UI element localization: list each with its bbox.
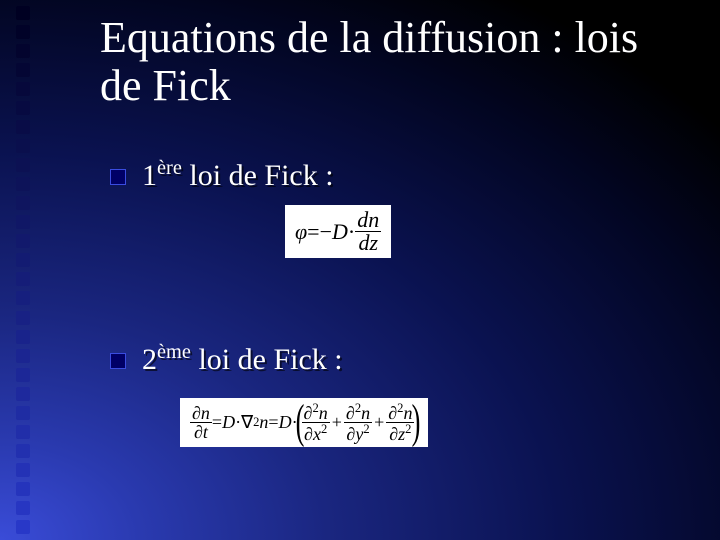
term-z: ∂2n ∂z2 <box>386 402 414 443</box>
list-item: 2ème loi de Fick : <box>110 340 690 378</box>
ordinal-sup: ère <box>157 157 182 179</box>
decor-square <box>16 387 30 401</box>
plus2: + <box>372 412 386 433</box>
decor-square <box>16 63 30 77</box>
decor-square <box>16 25 30 39</box>
bullet-text: 2ème loi de Fick : <box>142 340 343 378</box>
frac-den: dz <box>355 232 381 254</box>
decor-square <box>16 6 30 20</box>
equals-minus: =− <box>307 219 332 245</box>
decor-square <box>16 501 30 515</box>
decor-square <box>16 139 30 153</box>
decor-square <box>16 520 30 534</box>
equation-1: φ =− D · dn dz <box>285 205 391 258</box>
fraction: dn dz <box>355 209 381 254</box>
bullet-text: 1ère loi de Fick : <box>142 156 334 194</box>
term-y: ∂2n ∂y2 <box>344 402 372 443</box>
term-x: ∂2n ∂x2 <box>302 402 330 443</box>
dot: · <box>348 219 355 245</box>
decor-square <box>16 82 30 96</box>
coeff-D2: D <box>279 412 292 433</box>
equation-2: ∂n ∂t = D · ∇2n = D · ( ∂2n ∂x2 + ∂2n ∂y <box>180 398 428 447</box>
frac-num: dn <box>355 209 381 232</box>
phi-symbol: φ <box>295 219 307 245</box>
bullet-rest: loi de Fick : <box>182 159 334 192</box>
decor-square <box>16 253 30 267</box>
decor-square <box>16 311 30 325</box>
slide: Equations de la diffusion : lois de Fick… <box>0 0 720 540</box>
decor-square <box>16 482 30 496</box>
decor-square <box>16 463 30 477</box>
decor-square <box>16 272 30 286</box>
decor-square <box>16 349 30 363</box>
list-item: 1ère loi de Fick : <box>110 156 690 194</box>
coeff-D: D <box>222 412 235 433</box>
equals2: = <box>268 412 278 433</box>
ordinal: 1 <box>142 159 157 192</box>
nabla: ∇ <box>241 412 253 433</box>
bullet-icon <box>110 353 126 369</box>
bullet-2: 2ème loi de Fick : <box>110 340 690 386</box>
decor-square <box>16 44 30 58</box>
ordinal: 2 <box>142 343 157 376</box>
decor-square <box>16 425 30 439</box>
paren-open: ( <box>295 403 304 441</box>
decor-square <box>16 101 30 115</box>
left-decor-squares <box>16 0 44 540</box>
coeff-D: D <box>332 219 348 245</box>
ordinal-sup: ème <box>157 341 191 363</box>
decor-square <box>16 196 30 210</box>
decor-square <box>16 177 30 191</box>
plus1: + <box>330 412 344 433</box>
lhs-fraction: ∂n ∂t <box>190 404 212 441</box>
decor-square <box>16 215 30 229</box>
bullet-rest: loi de Fick : <box>191 343 343 376</box>
decor-square <box>16 330 30 344</box>
decor-square <box>16 158 30 172</box>
decor-square <box>16 234 30 248</box>
decor-square <box>16 368 30 382</box>
slide-title: Equations de la diffusion : lois de Fick <box>100 14 690 109</box>
bullet-1: 1ère loi de Fick : <box>110 156 690 202</box>
equals: = <box>212 412 222 433</box>
decor-square <box>16 406 30 420</box>
bullet-icon <box>110 169 126 185</box>
equation-box: ∂n ∂t = D · ∇2n = D · ( ∂2n ∂x2 + ∂2n ∂y <box>180 398 428 447</box>
decor-square <box>16 444 30 458</box>
equation-box: φ =− D · dn dz <box>285 205 391 258</box>
decor-square <box>16 291 30 305</box>
paren-close: ) <box>412 403 421 441</box>
decor-square <box>16 120 30 134</box>
